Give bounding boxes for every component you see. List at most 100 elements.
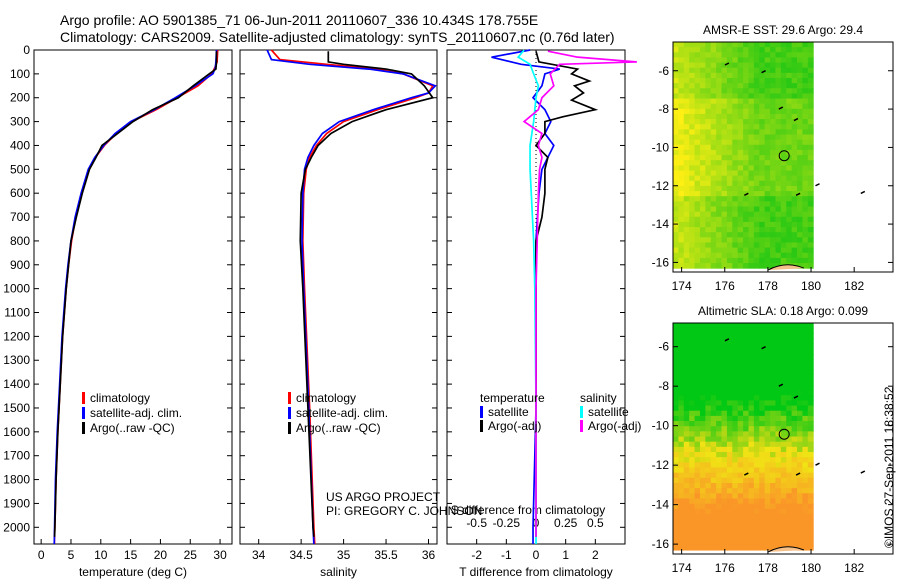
map-cell — [764, 139, 771, 146]
map-cell — [770, 534, 776, 541]
map-cell — [802, 513, 809, 520]
map-cell — [726, 72, 733, 79]
map-cell — [807, 498, 814, 505]
map-cell — [699, 452, 706, 458]
map-cell — [699, 503, 706, 510]
map-cell — [726, 353, 733, 360]
map-cell — [678, 353, 685, 360]
map-cell — [673, 323, 679, 329]
map-cell — [689, 170, 696, 177]
map-cell — [699, 206, 706, 213]
map-cell — [689, 175, 696, 182]
map-cell — [743, 410, 749, 417]
map-cell — [689, 180, 696, 187]
map-cell — [743, 196, 749, 202]
map-cell — [710, 353, 717, 360]
map-cell — [683, 139, 690, 146]
map-cell — [770, 185, 776, 192]
map-cell — [791, 129, 798, 136]
map-cell — [802, 216, 809, 223]
map-cell — [705, 144, 712, 151]
map-cell — [699, 477, 706, 484]
map-cell — [780, 477, 787, 484]
map-cell — [770, 405, 776, 412]
map-cell — [726, 93, 733, 100]
map-cell — [802, 206, 809, 213]
map-cell — [721, 421, 728, 427]
map-cell — [683, 431, 690, 438]
map-cell — [802, 477, 809, 484]
map-cell — [737, 170, 744, 177]
map-cell — [770, 201, 776, 207]
map-cell — [689, 62, 696, 69]
map-cell — [764, 62, 771, 69]
map-cell — [791, 119, 798, 125]
map-cell — [732, 263, 739, 269]
map-cell — [721, 493, 728, 499]
map-cell — [807, 436, 814, 443]
map-cell — [791, 328, 798, 334]
map-cell — [726, 524, 733, 530]
map-cell — [721, 353, 728, 360]
map-cell — [770, 452, 776, 458]
map-cell — [716, 42, 723, 48]
map-cell — [759, 374, 766, 381]
map-cell — [732, 431, 739, 438]
map-cell — [753, 155, 760, 161]
map-cell — [699, 165, 706, 172]
map-cell — [673, 513, 679, 520]
map-cell — [694, 211, 701, 218]
map-cell — [694, 529, 701, 536]
map-cell — [759, 175, 766, 182]
map-cell — [673, 257, 679, 264]
map-cell — [748, 415, 755, 422]
map-cell — [694, 369, 701, 376]
map-cell — [775, 415, 782, 422]
map-cell — [732, 216, 739, 223]
map-field-sla_map — [673, 323, 814, 551]
map-cell — [743, 134, 749, 141]
map-cell — [802, 201, 809, 207]
map-cell — [710, 390, 717, 396]
map-cell — [673, 221, 679, 228]
map-cell — [764, 446, 771, 453]
map-cell — [737, 93, 744, 100]
map-cell — [673, 328, 679, 334]
map-cell — [780, 534, 787, 541]
map-x-tick-label: 180 — [801, 561, 821, 575]
map-x-tick-label: 174 — [672, 561, 692, 575]
map-cell — [780, 431, 787, 438]
map-cell — [748, 211, 755, 218]
map-cell — [673, 472, 679, 479]
island-outline — [860, 470, 866, 474]
map-cell — [802, 103, 809, 110]
map-cell — [721, 348, 728, 355]
map-cell — [807, 216, 814, 223]
map-cell — [721, 343, 728, 350]
map-cell — [764, 252, 771, 259]
map-cell — [726, 384, 733, 391]
map-cell — [759, 185, 766, 192]
map-cell — [673, 364, 679, 370]
map-cell — [807, 263, 814, 269]
map-cell — [770, 384, 776, 391]
map-cell — [797, 216, 803, 223]
map-cell — [721, 139, 728, 146]
map-cell — [748, 488, 755, 494]
map-cell — [807, 242, 814, 249]
map-cell — [732, 83, 739, 89]
map-cell — [705, 534, 712, 541]
map-cell — [678, 155, 685, 161]
map-cell — [721, 119, 728, 125]
map-cell — [726, 390, 733, 396]
map-cell — [716, 410, 723, 417]
map-cell — [786, 67, 793, 74]
map-cell — [759, 119, 766, 125]
map-cell — [699, 72, 706, 79]
map-cell — [770, 524, 776, 530]
map-cell — [673, 452, 679, 458]
map-cell — [699, 247, 706, 254]
map-cell — [791, 384, 798, 391]
map-cell — [689, 323, 696, 329]
map-cell — [694, 72, 701, 79]
